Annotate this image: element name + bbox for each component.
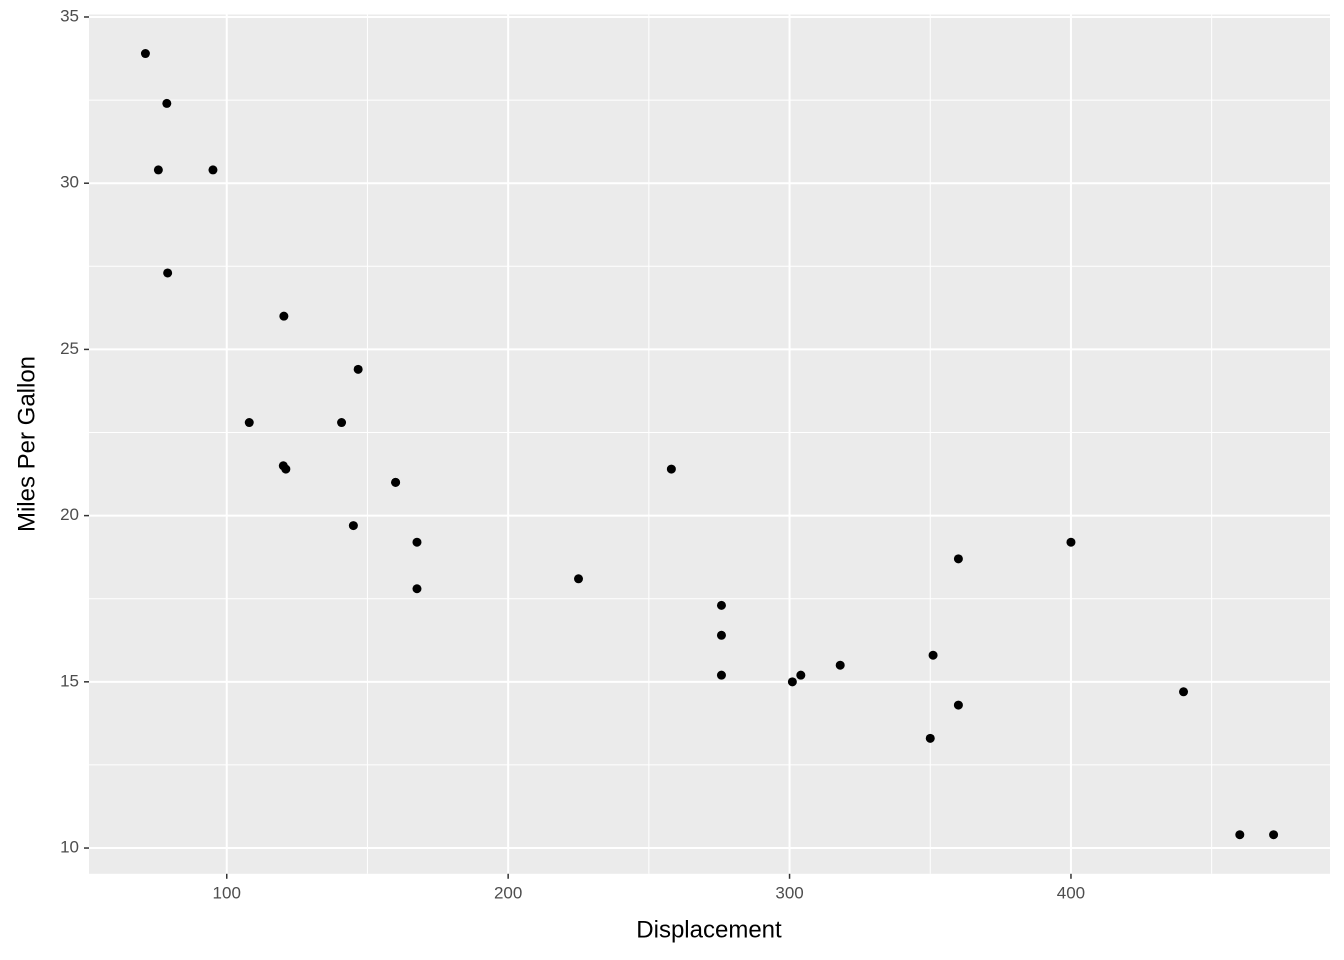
y-tick-label: 15 (60, 671, 79, 690)
point (162, 98, 172, 108)
point (787, 677, 797, 687)
y-tick-label: 30 (60, 173, 79, 192)
panel (89, 14, 1330, 874)
x-tick-label: 300 (775, 883, 803, 902)
point (412, 584, 422, 594)
point (666, 464, 676, 474)
x-tick-label: 400 (1057, 883, 1085, 902)
point (953, 554, 963, 564)
y-tick-label: 35 (60, 6, 79, 25)
point (281, 464, 291, 474)
point (163, 268, 173, 278)
y-axis-title: Miles Per Gallon (13, 356, 40, 532)
point (1066, 537, 1076, 547)
point (244, 418, 254, 428)
point (348, 521, 358, 531)
point (353, 364, 363, 374)
point (412, 537, 422, 547)
x-tick-label: 200 (494, 883, 522, 902)
point (925, 733, 935, 743)
point (953, 700, 963, 710)
point (391, 477, 401, 487)
point (716, 600, 726, 610)
point (796, 670, 806, 680)
point (835, 660, 845, 670)
point (928, 650, 938, 660)
point (337, 418, 347, 428)
point (1179, 687, 1189, 697)
point (153, 165, 163, 175)
y-tick-label: 20 (60, 505, 79, 524)
point (574, 574, 584, 584)
x-tick-label: 100 (213, 883, 241, 902)
point (140, 49, 150, 59)
point (279, 311, 289, 321)
point (1269, 830, 1279, 840)
point (716, 670, 726, 680)
point (1235, 830, 1245, 840)
x-axis-title: Displacement (636, 916, 782, 943)
y-tick-label: 25 (60, 339, 79, 358)
point (208, 165, 218, 175)
point (716, 630, 726, 640)
y-tick-label: 10 (60, 838, 79, 857)
